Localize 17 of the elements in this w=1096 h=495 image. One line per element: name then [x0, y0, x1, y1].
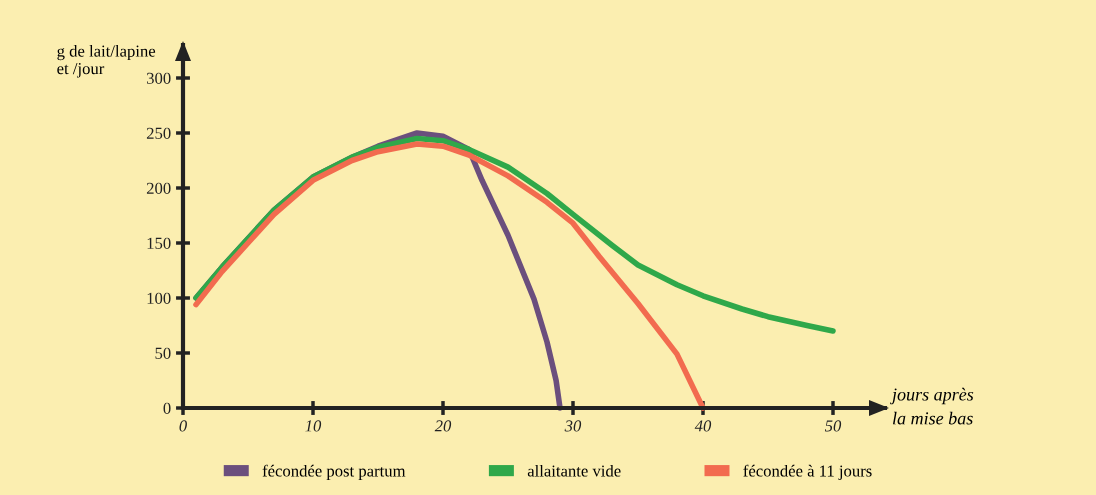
y-tick-label: 250: [146, 127, 171, 139]
legend-label: fécondée post partum: [262, 464, 406, 480]
x-tick-label: 0: [179, 420, 187, 432]
x-tick-label: 30: [564, 420, 582, 432]
y-tick-label: 150: [147, 237, 171, 249]
legend-label: allaitante vide: [527, 464, 621, 477]
legend-label: fécondée à 11 jours: [743, 464, 872, 480]
y-tick-label: 100: [147, 292, 171, 304]
x-tick-label: 10: [305, 420, 322, 432]
x-tick-label: 40: [694, 420, 712, 432]
y-tick-label: 0: [163, 402, 171, 414]
x-tick-label: 20: [434, 420, 452, 432]
y-tick-label: 200: [146, 182, 171, 194]
x-tick-label: 50: [824, 420, 842, 432]
y-tick-label: 300: [146, 72, 171, 84]
y-tick-label: 50: [155, 347, 171, 359]
x-axis-title: jours après la mise bas: [890, 387, 974, 425]
